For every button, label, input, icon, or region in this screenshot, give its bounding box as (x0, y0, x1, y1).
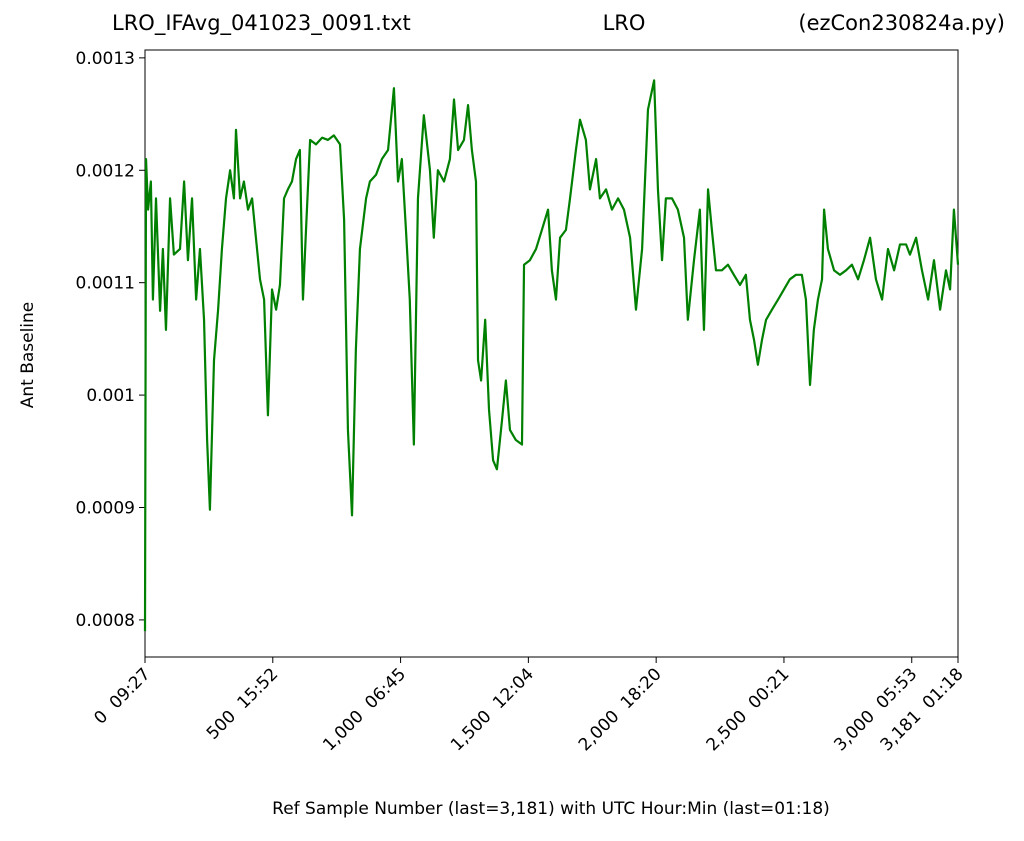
y-tick-label: 0.0012 (76, 161, 135, 181)
y-axis-label: Ant Baseline (18, 302, 38, 409)
y-tick-label: 0.0009 (76, 498, 135, 518)
y-tick-label: 0.0013 (76, 49, 135, 69)
x-tick-label: 1,500 12:04 (447, 664, 538, 755)
y-tick-label: 0.0008 (76, 611, 135, 631)
x-tick-label: 1,000 06:45 (319, 664, 410, 755)
x-tick-label: 2,000 18:20 (575, 664, 666, 755)
chart-subtitle: LRO (603, 11, 646, 35)
y-tick-label: 0.0011 (76, 274, 135, 294)
x-tick-label: 500 15:52 (203, 664, 282, 743)
x-tick-label: 2,500 00:21 (703, 664, 794, 755)
x-axis-label: Ref Sample Number (last=3,181) with UTC … (272, 799, 830, 819)
data-line (143, 79, 960, 632)
x-tick-label: 3,181 01:18 (877, 664, 968, 755)
y-tick-label: 0.001 (86, 386, 135, 406)
chart-title: LRO_IFAvg_041023_0091.txt (112, 11, 411, 36)
program-annotation: (ezCon230824a.py) (798, 11, 1005, 35)
x-tick-label: 0 09:27 (90, 664, 154, 728)
